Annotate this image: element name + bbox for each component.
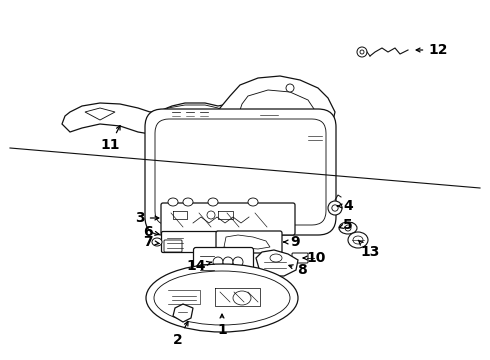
Polygon shape — [238, 90, 316, 136]
Text: 1: 1 — [217, 314, 227, 337]
Circle shape — [357, 47, 367, 57]
FancyBboxPatch shape — [194, 248, 253, 276]
Text: 3: 3 — [135, 211, 159, 225]
Ellipse shape — [213, 257, 223, 267]
Circle shape — [286, 84, 294, 92]
Polygon shape — [85, 108, 115, 120]
Circle shape — [148, 114, 155, 122]
Ellipse shape — [270, 254, 282, 262]
Text: 14: 14 — [186, 259, 211, 273]
Text: 8: 8 — [289, 263, 307, 277]
Polygon shape — [62, 101, 275, 134]
FancyBboxPatch shape — [155, 119, 326, 225]
FancyBboxPatch shape — [216, 231, 282, 253]
Ellipse shape — [348, 232, 368, 248]
Circle shape — [360, 50, 364, 54]
Circle shape — [328, 201, 342, 215]
Text: 4: 4 — [338, 199, 353, 213]
Text: 11: 11 — [100, 126, 120, 152]
Text: 5: 5 — [339, 218, 353, 232]
Circle shape — [332, 205, 338, 211]
FancyBboxPatch shape — [164, 240, 182, 252]
Ellipse shape — [233, 257, 243, 267]
Ellipse shape — [168, 198, 178, 206]
Text: 12: 12 — [416, 43, 448, 57]
Ellipse shape — [353, 236, 363, 244]
Ellipse shape — [152, 238, 162, 246]
Text: 2: 2 — [173, 322, 188, 347]
Text: 9: 9 — [284, 235, 300, 249]
Polygon shape — [162, 105, 225, 124]
Ellipse shape — [248, 198, 258, 206]
Polygon shape — [252, 106, 290, 126]
Ellipse shape — [233, 291, 251, 305]
FancyBboxPatch shape — [145, 109, 336, 235]
FancyBboxPatch shape — [162, 231, 220, 252]
Ellipse shape — [208, 198, 218, 206]
Ellipse shape — [146, 264, 298, 332]
Polygon shape — [224, 235, 270, 249]
Polygon shape — [302, 128, 330, 146]
Text: 6: 6 — [143, 225, 159, 239]
Polygon shape — [256, 250, 298, 276]
Circle shape — [345, 225, 351, 231]
Ellipse shape — [183, 198, 193, 206]
Text: 10: 10 — [303, 251, 326, 265]
Text: 7: 7 — [143, 235, 159, 249]
Ellipse shape — [223, 257, 233, 267]
FancyBboxPatch shape — [161, 203, 295, 235]
Polygon shape — [173, 304, 193, 322]
Ellipse shape — [339, 222, 357, 234]
FancyBboxPatch shape — [292, 253, 308, 263]
Text: 13: 13 — [358, 240, 380, 259]
Circle shape — [207, 211, 215, 219]
Polygon shape — [215, 76, 335, 145]
Ellipse shape — [154, 271, 290, 325]
